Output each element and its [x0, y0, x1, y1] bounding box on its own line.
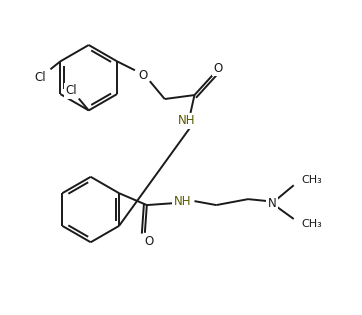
- Text: Cl: Cl: [65, 84, 77, 97]
- Text: O: O: [214, 62, 223, 75]
- Text: N: N: [268, 197, 276, 209]
- Text: Cl: Cl: [35, 71, 46, 84]
- Text: NH: NH: [178, 114, 195, 127]
- Text: CH₃: CH₃: [302, 219, 323, 229]
- Text: NH: NH: [174, 195, 191, 208]
- Text: O: O: [138, 69, 147, 82]
- Text: O: O: [144, 235, 153, 248]
- Text: CH₃: CH₃: [302, 175, 323, 185]
